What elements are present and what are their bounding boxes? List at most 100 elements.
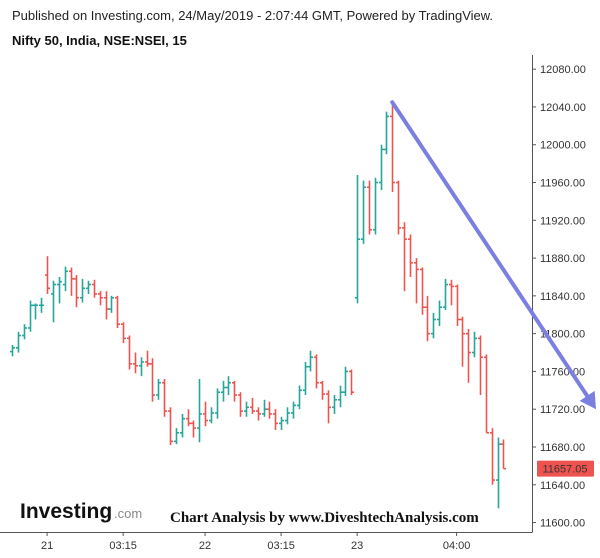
ohlc-bar[interactable] [332, 395, 337, 414]
ohlc-bar[interactable] [343, 366, 348, 396]
symbol-title: Nifty 50, India, NSE:NSEI, 15 [12, 33, 187, 48]
ohlc-bar[interactable] [326, 390, 331, 424]
ohlc-bar[interactable] [437, 300, 442, 327]
ohlc-bar[interactable] [420, 267, 425, 315]
ohlc-bar[interactable] [490, 428, 495, 485]
ohlc-bar[interactable] [414, 258, 419, 304]
ohlc-bar[interactable] [285, 407, 290, 425]
ohlc-bar[interactable] [303, 361, 308, 396]
ohlc-bar[interactable] [338, 385, 343, 408]
ohlc-bar[interactable] [466, 328, 471, 383]
ohlc-bar[interactable] [250, 397, 255, 414]
ohlc-bar[interactable] [109, 295, 114, 313]
time-axis[interactable]: 21 03:15 22 03:15 23 04:00 [41, 532, 470, 552]
ohlc-bar[interactable] [361, 180, 366, 244]
ohlc-bar[interactable] [267, 401, 272, 419]
ohlc-bar[interactable] [150, 358, 155, 402]
ohlc-bar[interactable] [496, 437, 501, 509]
ohlc-bar[interactable] [367, 180, 372, 235]
ohlc-bar[interactable] [98, 291, 103, 306]
ohlc-bar[interactable] [80, 278, 85, 303]
time-tick-label: 03:15 [267, 540, 295, 552]
ohlc-bar[interactable] [191, 420, 196, 438]
trend-arrow-head[interactable] [579, 390, 596, 410]
ohlc-bar[interactable] [384, 111, 389, 155]
ohlc-bar[interactable] [51, 280, 56, 323]
ohlc-bar[interactable] [33, 303, 38, 320]
investing-logo: Investing .com [20, 500, 142, 523]
ohlc-bar[interactable] [162, 378, 167, 417]
ohlc-bar[interactable] [273, 409, 278, 430]
ohlc-bar[interactable] [238, 392, 243, 417]
ohlc-bar[interactable] [373, 177, 378, 235]
ohlc-bar[interactable] [145, 350, 150, 367]
ohlc-bar[interactable] [291, 401, 296, 419]
price-axis[interactable]: 11600.00 11640.00 11680.00 11720.00 11760.00… [532, 64, 586, 530]
ohlc-bar[interactable] [156, 378, 161, 400]
ohlc-bar[interactable] [396, 180, 401, 235]
ohlc-bar[interactable] [10, 344, 15, 357]
ohlc-bar[interactable] [92, 279, 97, 298]
ohlc-bar[interactable] [133, 352, 138, 374]
ohlc-bar[interactable] [408, 234, 413, 277]
ohlc-bar[interactable] [226, 376, 231, 396]
ohlc-bar[interactable] [121, 322, 126, 344]
published-info: Published on Investing.com, 24/May/2019 … [12, 8, 494, 23]
ohlc-bar[interactable] [443, 278, 448, 311]
ohlc-bar[interactable] [57, 276, 62, 304]
ohlc-bar[interactable] [104, 291, 109, 320]
ohlc-bar[interactable] [203, 401, 208, 427]
ohlc-bar[interactable] [174, 428, 179, 445]
ohlc-bar[interactable] [215, 388, 220, 419]
ohlc-bar[interactable] [16, 331, 21, 353]
ohlc-bar[interactable] [63, 266, 68, 292]
ohlc-bar[interactable] [314, 354, 319, 389]
price-tick-label: 12040.00 [540, 102, 586, 114]
ohlc-bar[interactable] [390, 102, 395, 192]
price-tick-label: 11760.00 [540, 366, 585, 378]
ohlc-bar[interactable] [472, 331, 477, 358]
ohlc-bar[interactable] [232, 380, 237, 402]
ohlc-bar[interactable] [127, 335, 132, 370]
ohlc-bar[interactable] [308, 350, 313, 372]
ohlc-bar[interactable] [349, 369, 354, 396]
ohlc-bar[interactable] [320, 380, 325, 400]
ohlc-bar[interactable] [425, 295, 430, 342]
ohlc-bar[interactable] [455, 284, 460, 327]
ohlc-bar[interactable] [244, 401, 249, 417]
ohlc-bar[interactable] [28, 300, 33, 332]
ohlc-bar[interactable] [402, 222, 407, 292]
ohlc-bar[interactable] [431, 312, 436, 339]
price-tick-label: 11880.00 [540, 253, 585, 265]
ohlc-bar[interactable] [69, 267, 74, 296]
ohlc-bar[interactable] [115, 295, 120, 328]
ohlc-bar[interactable] [379, 144, 384, 191]
ohlc-bar[interactable] [168, 407, 173, 446]
trend-arrow-line[interactable] [390, 100, 590, 398]
price-tick-label: 12080.00 [540, 64, 586, 76]
credit-text: Chart Analysis by www.DiveshtechAnalysis… [170, 510, 479, 526]
ohlc-bar[interactable] [22, 324, 27, 340]
ohlc-bar[interactable] [501, 439, 506, 470]
ohlc-bar[interactable] [45, 256, 50, 294]
ohlc-bar[interactable] [355, 174, 360, 304]
ohlc-bar[interactable] [484, 354, 489, 434]
ohlc-bar[interactable] [262, 399, 267, 417]
ohlc-bar[interactable] [279, 416, 284, 430]
ohlc-bar[interactable] [449, 279, 454, 306]
ohlc-bar[interactable] [256, 407, 261, 421]
ohlc-bar[interactable] [209, 407, 214, 424]
ohlc-bar[interactable] [460, 316, 465, 367]
plot-area[interactable] [10, 102, 506, 509]
ohlc-bar[interactable] [297, 385, 302, 410]
ohlc-bar[interactable] [221, 380, 226, 402]
ohlc-bar[interactable] [180, 413, 185, 438]
ohlc-bar[interactable] [74, 275, 79, 308]
ohlc-bar[interactable] [478, 335, 483, 396]
ohlc-bar[interactable] [39, 297, 44, 313]
ohlc-bar[interactable] [197, 378, 202, 443]
ohlc-bar[interactable] [139, 357, 144, 377]
ohlc-bar[interactable] [186, 409, 191, 427]
ohlc-bar[interactable] [86, 280, 91, 294]
